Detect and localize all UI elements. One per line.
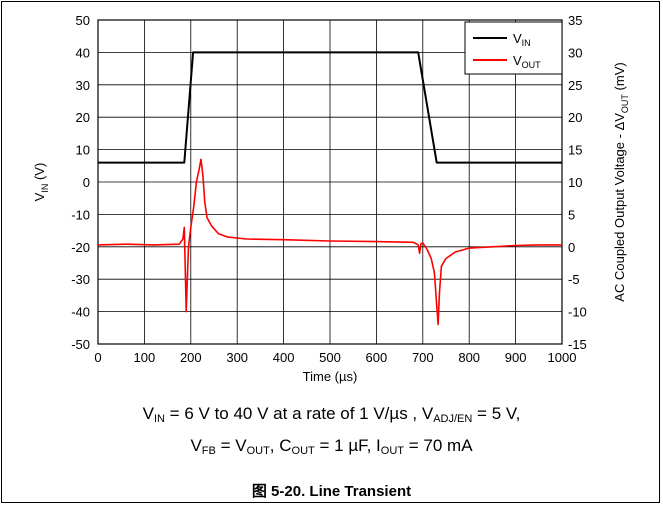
y-left-tick-label: 30	[76, 78, 90, 93]
x-tick-label: 1000	[548, 350, 577, 365]
y-left-tick-label: 10	[76, 143, 90, 158]
legend-entry-vin: VIN	[513, 31, 531, 48]
x-tick-label: 0	[94, 350, 101, 365]
y-right-tick-label: 15	[568, 143, 582, 158]
x-tick-label: 900	[505, 350, 527, 365]
y-right-tick-label: 10	[568, 175, 582, 190]
y-left-axis-label: VIN (V)	[32, 163, 50, 202]
y-right-tick-label: 35	[568, 13, 582, 28]
legend-box	[464, 21, 563, 75]
y-left-tick-label: 20	[76, 110, 90, 125]
y-right-tick-label: 0	[568, 240, 575, 255]
plot-area-border	[97, 19, 563, 345]
x-tick-label: 700	[412, 350, 434, 365]
y-right-tick-label: 5	[568, 207, 575, 222]
x-tick-label: 200	[180, 350, 202, 365]
x-tick-label: 500	[319, 350, 341, 365]
y-right-tick-label: -15	[568, 337, 587, 352]
y-right-tick-label: -5	[568, 272, 580, 287]
x-tick-label: 800	[458, 350, 480, 365]
x-tick-label: 400	[273, 350, 295, 365]
y-left-tick-label: -30	[71, 272, 90, 287]
y-right-tick-label: -10	[568, 305, 587, 320]
series-line-vin	[98, 51, 562, 164]
y-left-tick-label: 40	[76, 45, 90, 60]
test-conditions-line-1: VIN = 6 V to 40 V at a rate of 1 V/µs , …	[142, 404, 521, 425]
x-tick-label: 600	[366, 350, 388, 365]
x-axis-label: Time (µs)	[303, 369, 358, 384]
y-right-tick-label: 25	[568, 78, 582, 93]
y-right-tick-label: 30	[568, 45, 582, 60]
legend-entry-vout: VOUT	[513, 53, 541, 70]
y-right-axis-label: AC Coupled Output Voltage - ΔVOUT (mV)	[612, 62, 630, 301]
y-left-tick-label: -20	[71, 240, 90, 255]
y-left-tick-label: -10	[71, 207, 90, 222]
y-left-tick-label: -40	[71, 305, 90, 320]
line-transient-chart: 0 100 200 300 400 500 600 700 800 900 1000-50-40-3…	[32, 13, 630, 384]
x-tick-label: 300	[226, 350, 248, 365]
y-left-tick-label: -50	[71, 337, 90, 352]
series-line-vout	[97, 158, 562, 326]
y-left-tick-label: 50	[76, 13, 90, 28]
x-tick-label: 100	[134, 350, 156, 365]
y-right-tick-label: 20	[568, 110, 582, 125]
figure-title: 图 5-20. Line Transient	[251, 483, 412, 500]
y-left-tick-label: 0	[83, 175, 90, 190]
test-conditions-line-2: VFB = VOUT, COUT = 1 µF, IOUT = 70 mA	[190, 436, 473, 457]
